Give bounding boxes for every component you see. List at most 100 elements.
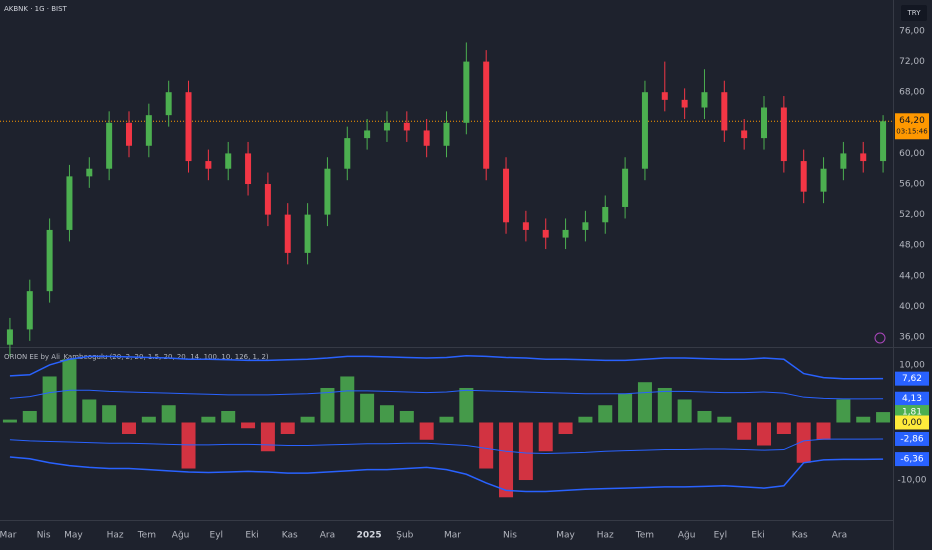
band-value-badge-bg	[895, 391, 929, 406]
histogram-bar	[201, 416, 216, 423]
candle-body	[780, 107, 787, 162]
histogram-bar	[757, 422, 772, 446]
zero-badge-bg	[895, 415, 929, 430]
band-line	[9, 355, 884, 380]
histogram-value-badge: 1,81	[902, 408, 922, 418]
band-value-badge: 4,13	[902, 394, 922, 404]
histogram-bar	[300, 416, 315, 423]
currency: TRY	[907, 9, 922, 17]
band-line	[9, 456, 884, 493]
band-value-badge-bg	[895, 371, 929, 386]
candle-body	[721, 92, 728, 131]
histogram-bar	[340, 376, 355, 423]
histogram-bar	[22, 410, 37, 423]
candle-body	[503, 168, 510, 223]
x-tick-label: Tem	[137, 531, 156, 541]
histogram-bar	[241, 422, 256, 429]
x-tick-label: Haz	[107, 531, 124, 541]
candle-body	[880, 121, 887, 162]
candle-body	[165, 92, 172, 116]
x-tick-label: Ağu	[172, 531, 190, 541]
histogram-bar	[181, 422, 196, 469]
y-tick-label: 68,00	[899, 88, 925, 98]
histogram-bar	[320, 387, 335, 423]
histogram-bar	[399, 410, 414, 423]
histogram-bar	[62, 359, 77, 423]
histogram-bar	[379, 405, 394, 423]
candle-body	[86, 168, 93, 177]
y-tick-label: 40,00	[899, 302, 925, 312]
candle-body	[145, 115, 152, 146]
band-line	[9, 438, 884, 455]
candle-body	[264, 184, 271, 215]
histogram-bar	[82, 399, 97, 423]
x-tick-label: Ara	[832, 531, 847, 541]
histogram-bar	[2, 419, 17, 423]
candle-body	[106, 122, 113, 169]
candle-body	[860, 153, 867, 162]
histogram-bar	[697, 410, 712, 423]
histogram-bar	[141, 416, 156, 423]
histogram-bar	[578, 416, 593, 423]
candle-body	[26, 291, 33, 330]
x-tick-label: Ara	[320, 531, 335, 541]
histogram-bar	[836, 399, 851, 423]
candle-body	[602, 206, 609, 223]
histogram-bar	[479, 422, 494, 469]
y-tick-label: 56,00	[899, 180, 925, 190]
candle-body	[701, 92, 708, 108]
histogram-bar	[42, 376, 57, 423]
symbol-title: AKBNK · 1G · BIST	[4, 5, 68, 13]
candle-body	[284, 214, 291, 253]
x-tick-label: Şub	[396, 531, 413, 541]
histogram-bar	[637, 382, 652, 423]
band-value-badge: 7,62	[902, 374, 922, 384]
x-tick-label: Kas	[792, 531, 808, 541]
y-tick-label: 44,00	[899, 271, 925, 281]
candle-body	[245, 153, 252, 185]
histogram-bar	[816, 422, 831, 440]
histogram-bar	[876, 412, 891, 423]
band-value-badge: -6,36	[900, 455, 924, 465]
candle-body	[582, 222, 589, 230]
x-tick-label: Ağu	[678, 531, 696, 541]
candle-body	[522, 222, 529, 230]
histogram-bar	[796, 422, 811, 463]
histogram-bar	[121, 422, 136, 434]
histogram-bar	[439, 416, 454, 423]
y-tick-label: 60,00	[899, 149, 925, 159]
x-tick-label: Eki	[751, 531, 764, 541]
candle-body	[66, 176, 73, 230]
histogram-bar	[558, 422, 573, 434]
candle-body	[364, 130, 371, 139]
band-value-badge-bg	[895, 431, 929, 446]
candle-body	[304, 214, 311, 253]
y-tick-label: 76,00	[899, 26, 925, 36]
candle-body	[681, 99, 688, 108]
histogram-bar	[598, 405, 613, 423]
candle-body	[344, 138, 351, 169]
last-price-label: 64,20	[899, 116, 925, 126]
candle-body	[641, 92, 648, 169]
band-line	[9, 389, 884, 400]
candle-body	[820, 168, 827, 192]
x-tick-label: Eyl	[714, 531, 728, 541]
histogram-bar	[518, 422, 533, 481]
x-tick-label: Mar	[0, 531, 17, 541]
candle-body	[383, 122, 390, 131]
histogram-bar	[677, 399, 692, 423]
alert-icon[interactable]	[874, 332, 886, 344]
histogram-bar	[260, 422, 275, 452]
candle-body	[46, 229, 53, 292]
candle-body	[562, 229, 569, 238]
y-tick-label: 10,00	[899, 360, 925, 370]
zero-badge: 0,00	[902, 418, 922, 428]
histogram-bar	[737, 422, 752, 440]
x-tick-label: Tem	[635, 531, 654, 541]
candle-body	[840, 153, 847, 169]
histogram-bar	[280, 422, 295, 434]
currency-box	[901, 5, 927, 21]
candle-body	[423, 130, 430, 146]
candle-body	[542, 229, 549, 238]
